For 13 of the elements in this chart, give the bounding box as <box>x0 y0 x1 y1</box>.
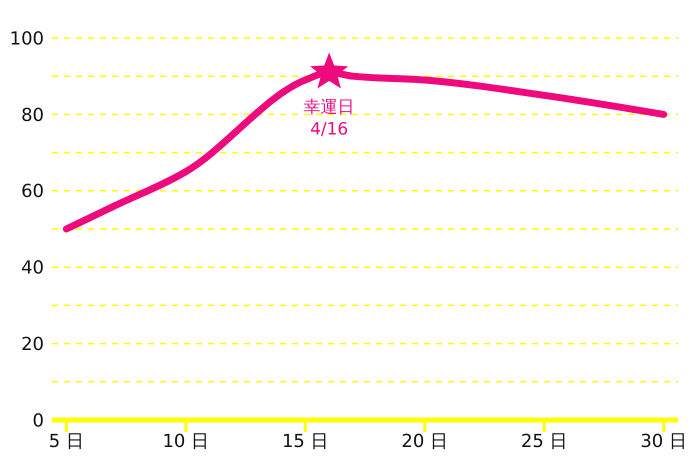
x-tick-label: 30 日 <box>640 430 687 452</box>
x-tick-label: 15 日 <box>282 430 329 452</box>
y-tick-label: 0 <box>32 410 44 432</box>
x-tick-label: 10 日 <box>162 430 210 452</box>
x-tick-label: 5 日 <box>48 430 84 452</box>
y-tick-label: 20 <box>21 334 44 355</box>
x-tick-label: 25 日 <box>520 430 568 452</box>
y-tick-label: 60 <box>21 181 44 202</box>
annotation: 幸運日 4/16 <box>304 97 355 140</box>
y-tick-label: 100 <box>10 28 44 50</box>
y-tick-label: 80 <box>21 104 44 126</box>
x-tick-label: 20 日 <box>401 430 448 452</box>
y-tick-label: 40 <box>21 258 44 279</box>
